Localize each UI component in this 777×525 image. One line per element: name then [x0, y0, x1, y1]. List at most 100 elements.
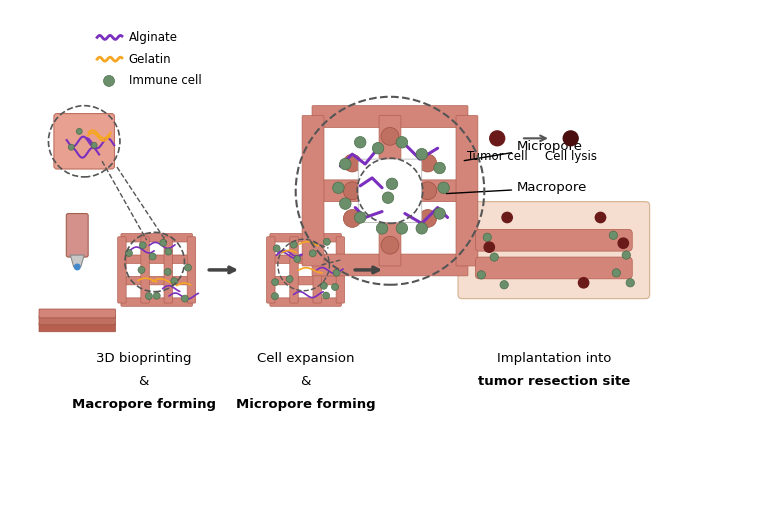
Circle shape — [438, 182, 449, 194]
Text: Macropore: Macropore — [446, 181, 587, 194]
FancyBboxPatch shape — [312, 254, 468, 276]
FancyBboxPatch shape — [121, 298, 193, 306]
Circle shape — [477, 271, 486, 279]
Circle shape — [164, 268, 171, 275]
Circle shape — [171, 278, 178, 285]
Circle shape — [372, 142, 384, 154]
FancyBboxPatch shape — [456, 116, 478, 266]
Circle shape — [160, 239, 167, 246]
FancyBboxPatch shape — [476, 257, 632, 279]
FancyBboxPatch shape — [302, 116, 324, 266]
FancyBboxPatch shape — [312, 106, 468, 128]
Text: Immune cell: Immune cell — [129, 75, 201, 88]
Circle shape — [483, 233, 492, 242]
Text: Micropore forming: Micropore forming — [235, 397, 375, 411]
FancyBboxPatch shape — [121, 277, 193, 285]
Circle shape — [103, 76, 114, 87]
Circle shape — [484, 242, 494, 253]
Circle shape — [382, 192, 394, 203]
FancyBboxPatch shape — [121, 255, 193, 264]
Text: Cell lysis: Cell lysis — [545, 150, 597, 163]
Circle shape — [322, 292, 329, 299]
Circle shape — [76, 129, 82, 134]
Circle shape — [149, 253, 156, 260]
Circle shape — [626, 279, 635, 287]
Circle shape — [333, 269, 340, 276]
Text: &: & — [138, 375, 149, 388]
Circle shape — [416, 223, 427, 234]
FancyBboxPatch shape — [379, 116, 401, 266]
Circle shape — [68, 144, 75, 150]
Circle shape — [381, 236, 399, 254]
FancyBboxPatch shape — [117, 237, 126, 303]
Text: Tumor cell: Tumor cell — [467, 150, 528, 163]
Circle shape — [291, 242, 298, 248]
Circle shape — [332, 284, 339, 290]
Circle shape — [434, 162, 445, 174]
Text: Gelatin: Gelatin — [129, 52, 172, 66]
Circle shape — [182, 295, 188, 302]
FancyBboxPatch shape — [187, 237, 196, 303]
Circle shape — [354, 136, 366, 148]
Circle shape — [381, 128, 399, 145]
Circle shape — [153, 292, 160, 299]
Circle shape — [595, 212, 605, 223]
Text: Cell expansion: Cell expansion — [257, 352, 354, 365]
Circle shape — [376, 223, 388, 234]
Circle shape — [184, 264, 191, 271]
Circle shape — [500, 280, 508, 289]
FancyBboxPatch shape — [141, 237, 149, 303]
FancyBboxPatch shape — [270, 234, 341, 242]
Circle shape — [502, 212, 512, 223]
Text: &: & — [301, 375, 311, 388]
Text: tumor resection site: tumor resection site — [478, 375, 630, 388]
Text: 3D bioprinting: 3D bioprinting — [96, 352, 191, 365]
Circle shape — [434, 208, 445, 219]
FancyBboxPatch shape — [39, 309, 116, 318]
Circle shape — [294, 256, 301, 262]
Circle shape — [396, 136, 408, 148]
Circle shape — [139, 242, 146, 249]
Circle shape — [272, 279, 279, 286]
FancyBboxPatch shape — [290, 237, 298, 303]
Circle shape — [618, 238, 629, 248]
Circle shape — [323, 238, 330, 245]
Circle shape — [490, 131, 505, 146]
FancyBboxPatch shape — [313, 237, 322, 303]
Circle shape — [609, 231, 618, 239]
FancyBboxPatch shape — [336, 237, 344, 303]
Circle shape — [416, 149, 427, 160]
FancyBboxPatch shape — [54, 113, 114, 169]
Circle shape — [386, 178, 398, 190]
Circle shape — [340, 198, 351, 209]
FancyBboxPatch shape — [39, 323, 116, 332]
Circle shape — [91, 142, 97, 148]
Circle shape — [563, 131, 578, 146]
FancyBboxPatch shape — [121, 234, 193, 242]
Circle shape — [320, 282, 327, 289]
FancyBboxPatch shape — [164, 237, 172, 303]
Circle shape — [354, 212, 366, 223]
Circle shape — [419, 154, 437, 172]
Text: Micropore: Micropore — [464, 140, 583, 161]
Circle shape — [622, 251, 630, 259]
FancyBboxPatch shape — [312, 180, 468, 202]
Circle shape — [138, 267, 145, 274]
FancyBboxPatch shape — [358, 159, 422, 223]
Circle shape — [271, 293, 278, 300]
FancyBboxPatch shape — [66, 214, 88, 257]
FancyBboxPatch shape — [270, 277, 341, 285]
Circle shape — [286, 276, 293, 282]
Circle shape — [274, 245, 280, 252]
Circle shape — [343, 209, 361, 227]
FancyBboxPatch shape — [39, 316, 116, 325]
Text: Implantation into: Implantation into — [497, 352, 611, 365]
Circle shape — [343, 182, 361, 200]
Circle shape — [340, 159, 351, 170]
Circle shape — [165, 248, 172, 255]
Circle shape — [612, 269, 621, 277]
FancyBboxPatch shape — [270, 255, 341, 264]
Circle shape — [145, 292, 152, 300]
Circle shape — [578, 278, 589, 288]
Text: Alginate: Alginate — [129, 31, 178, 44]
